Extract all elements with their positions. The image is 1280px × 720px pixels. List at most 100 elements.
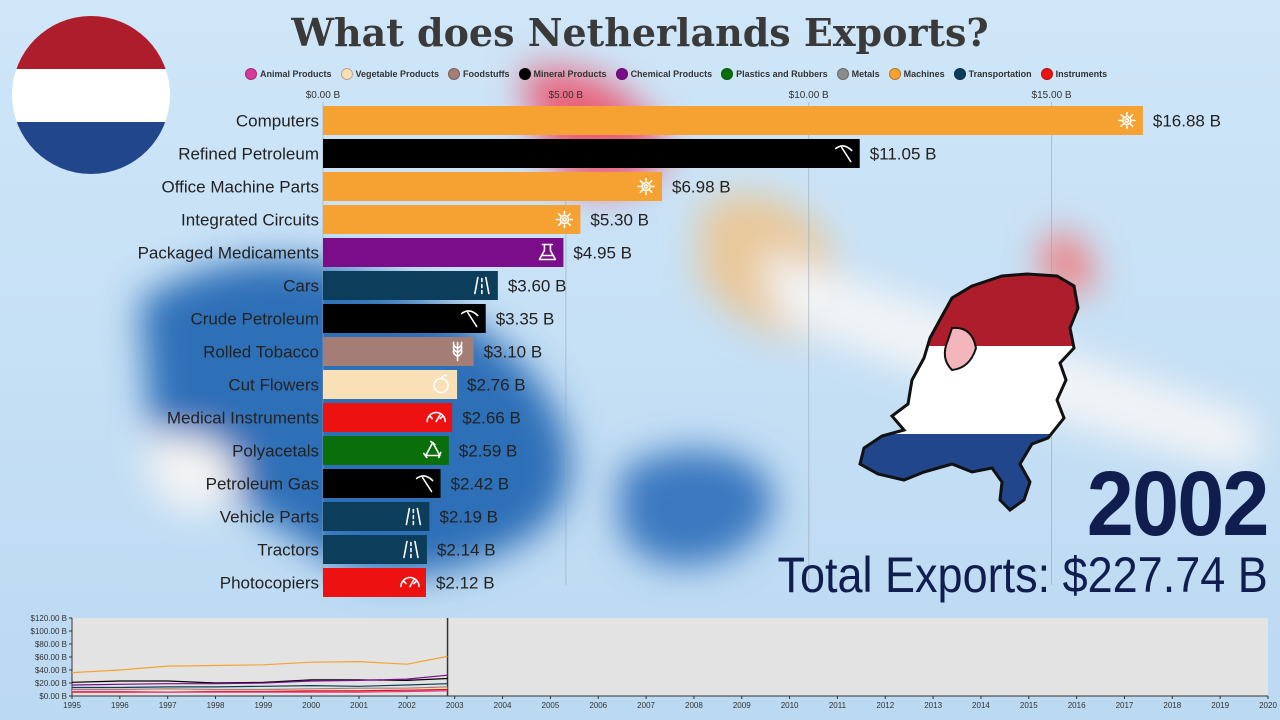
year-tick-label: 2004 [494,701,512,710]
legend-swatch [1040,68,1053,80]
year-tick-label: 2002 [398,701,416,710]
bar-chart: $0.00 B $5.00 B $10.00 B $15.00 B Computers $… [138,90,1221,597]
legend-swatch [888,68,901,80]
legend-label: Chemical Products [630,69,713,79]
bar [323,403,453,432]
y-tick-label: $0.00 B [39,692,67,701]
value-label: $2.12 B [436,574,495,593]
year-tick-label: 2010 [781,701,799,710]
year-tick-label: 2016 [1068,701,1086,710]
legend-item-instruments: Instruments [1040,67,1108,81]
value-label: $11.05 B [870,145,937,164]
year-tick-label: 2007 [637,701,655,710]
gauge-icon [400,576,420,588]
category-label: Crude Petroleum [190,310,319,329]
year-tick-label: 2008 [685,701,703,710]
x-tick-label: $5.00 B [549,90,584,101]
bar [323,304,486,333]
year-tick-label: 2013 [924,701,942,710]
gear-icon [637,177,655,196]
legend-item-metals: Metals [836,67,880,81]
year-tick-label: 2005 [542,701,560,710]
value-label: $2.19 B [439,508,498,527]
chart-title: What does Netherlands Exports? [291,10,989,55]
bar-row-polyacetals: Polyacetals $2.59 B [232,436,517,465]
timeline-plot-area [72,618,1268,696]
pickaxe-icon [415,475,434,493]
legend-label: Instruments [1055,69,1108,79]
legend-item-plastics-and-rubbers: Plastics and Rubbers [721,67,828,81]
legend-swatch [836,68,849,80]
legend-label: Animal Products [260,69,332,79]
bar [323,568,426,597]
legend-item-vegetable-products: Vegetable Products [340,67,439,81]
legend-swatch [245,68,257,80]
year-tick-label: 2006 [589,701,607,710]
timeline-series-foodstuffs [72,686,448,691]
year-tick-label: 2003 [446,701,464,710]
y-tick-label: $120.00 B [31,614,67,623]
gear-icon [555,210,574,229]
bar [323,271,498,300]
year-tick-label: 2018 [1163,701,1181,710]
year-tick-label: 2011 [829,701,847,710]
value-label: $2.14 B [437,541,496,560]
y-tick-label: $20.00 B [35,679,67,688]
year-tick-label: 1999 [254,701,272,710]
category-label: Vehicle Parts [220,508,319,527]
timeline-series-vegetable-products [72,687,448,692]
legend-swatch [518,68,531,80]
bar-row-packaged-medicaments: Packaged Medicaments $4.95 B [138,238,632,267]
category-label: Integrated Circuits [181,211,319,230]
current-year: 2002 [1087,453,1270,555]
category-label: Refined Petroleum [178,145,319,164]
category-label: Photocopiers [220,574,319,593]
recycle-icon [423,440,442,459]
year-tick-label: 2001 [350,701,368,710]
legend-item-chemical-products: Chemical Products [615,67,713,81]
value-label: $2.59 B [459,442,518,461]
bar [323,502,430,531]
timeline-chart: $0.00 B $20.00 B $40.00 B $60.00 B $80.00 B $… [31,614,1278,710]
x-tick-label: $15.00 B [1032,90,1072,101]
bar [323,370,458,399]
timeline-series-mineral-products [71,677,448,684]
bar-row-rolled-tobacco: Rolled Tobacco $3.10 B [203,337,542,366]
total-exports: Total Exports: $227.74 B [777,547,1268,603]
timeline-series-chemical-products [71,674,448,686]
year-tick-label: 2020 [1259,701,1277,710]
bar [323,172,663,201]
value-label: $2.66 B [462,409,521,428]
category-label: Office Machine Parts [162,178,319,197]
value-label: $3.10 B [484,343,543,362]
legend: Animal Products Vegetable Products Foodstu… [245,67,1116,81]
value-label: $4.95 B [573,244,632,263]
road-icon [405,507,422,526]
timeline-series-machines [71,655,448,674]
legend-label: Metals [851,69,880,79]
bar [323,106,1143,135]
bar-row-integrated-circuits: Integrated Circuits $5.30 B [181,205,649,234]
bar [323,337,474,366]
bar-row-refined-petroleum: Refined Petroleum $11.05 B [178,139,937,168]
bar [323,238,564,267]
apple-icon [433,374,449,394]
year-tick-label: 2012 [876,701,894,710]
y-tick-label: $100.00 B [31,627,67,636]
category-label: Computers [236,112,319,131]
bar [323,139,860,168]
bar-row-computers: Computers $16.88 B [236,106,1221,135]
category-label: Medical Instruments [167,409,319,428]
legend-item-mineral-products: Mineral Products [518,67,607,81]
year-tick-label: 1996 [111,701,129,710]
bar-row-cars: Cars $3.60 B [283,271,566,300]
gauge-icon [426,411,446,423]
x-tick-label: $0.00 B [306,90,341,101]
bar-row-petroleum-gas: Petroleum Gas $2.42 B [206,469,510,498]
bar [323,469,441,498]
bar [323,205,581,234]
legend-swatch [953,68,966,80]
pickaxe-icon [460,310,479,328]
timeline-series-animal-products [72,690,448,693]
value-label: $2.42 B [451,475,510,494]
